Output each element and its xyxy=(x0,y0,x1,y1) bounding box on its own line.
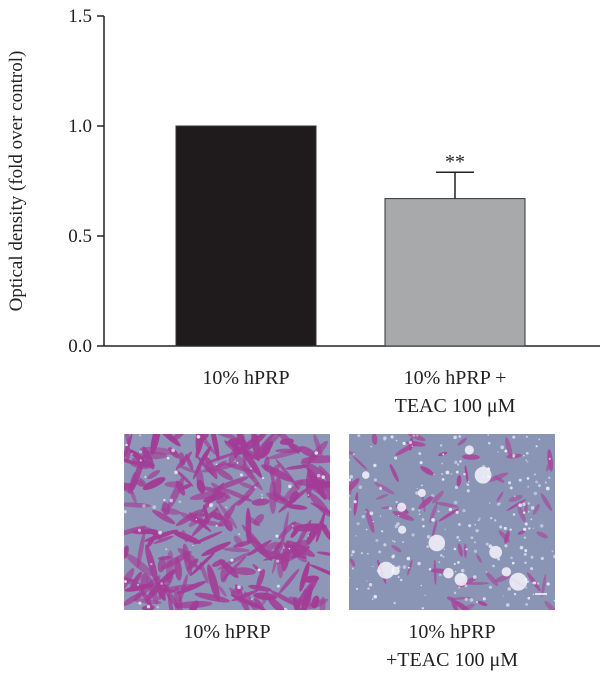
y-axis-label: Optical density (fold over control) xyxy=(6,51,27,312)
x-tick-label: 10% hPRP xyxy=(202,367,289,389)
x-tick-label: 10% hPRP + TEAC 100 μM xyxy=(395,367,516,417)
y-tick-label: 1.5 xyxy=(68,6,92,27)
bar xyxy=(175,125,317,347)
micrograph-control xyxy=(124,434,330,610)
bar xyxy=(384,198,526,347)
y-tick-label: 1.0 xyxy=(68,116,92,137)
y-tick-label: 0.0 xyxy=(68,336,92,357)
plot-area: 0.0 0.5 1.0 1.5 Optical density (fold over c… xyxy=(6,6,600,417)
significance-marker: ** xyxy=(445,151,465,173)
micrograph-teac xyxy=(349,434,555,610)
y-tick-label: 0.5 xyxy=(68,226,92,247)
micrograph-caption-control: 10% hPRP xyxy=(183,621,271,643)
micrograph-caption-teac: 10% hPRP +TEAC 100 μM xyxy=(385,621,518,671)
bar-chart: 0.0 0.5 1.0 1.5 Optical density (fold over c… xyxy=(6,6,600,417)
